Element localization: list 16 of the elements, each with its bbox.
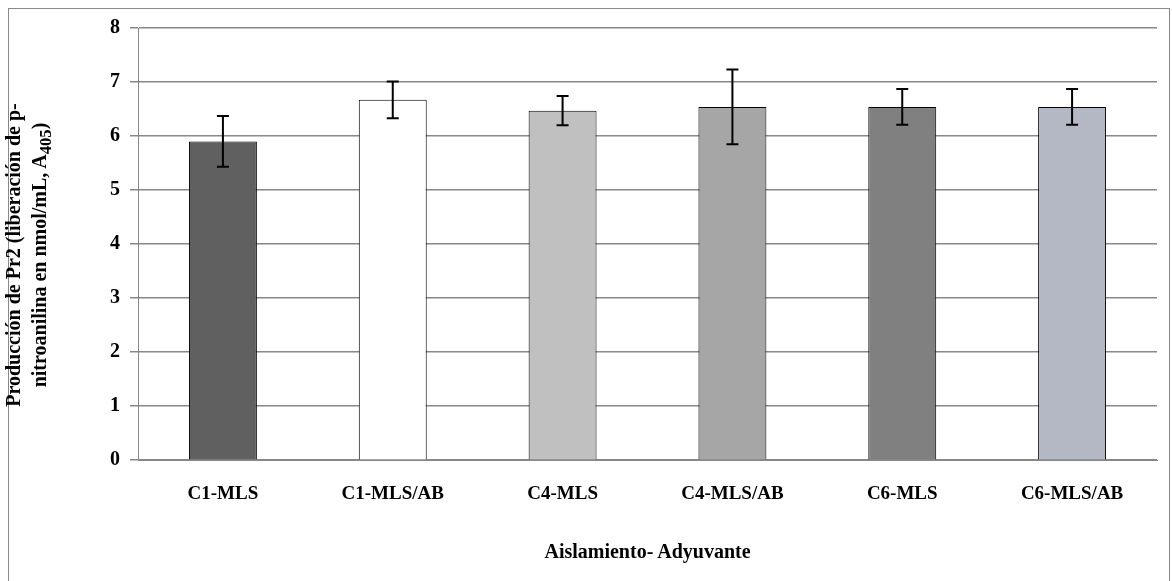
y-tick-label: 7	[110, 69, 120, 92]
x-tick-label: C1-MLS	[187, 481, 259, 503]
y-tick-label: 3	[110, 285, 120, 308]
y-tick-label: 1	[110, 393, 120, 416]
x-tick-label: C6-MLS/AB	[1020, 481, 1124, 503]
x-tick-label: C4-MLS/AB	[681, 481, 784, 503]
x-axis-title: Aislamiento- Adyuvante	[544, 540, 751, 564]
x-tick-label: C4-MLS	[527, 481, 598, 503]
x-tick-label: C6-MLS	[866, 481, 938, 503]
y-tick-label: 2	[110, 339, 120, 362]
y-tick-label: 4	[110, 231, 120, 254]
y-tick-label: 0	[110, 447, 120, 470]
x-tick-label: C1-MLS/AB	[341, 481, 445, 503]
y-tick-label: 5	[110, 177, 120, 200]
y-tick-label: 8	[110, 15, 120, 38]
y-tick-label: 6	[110, 123, 120, 146]
